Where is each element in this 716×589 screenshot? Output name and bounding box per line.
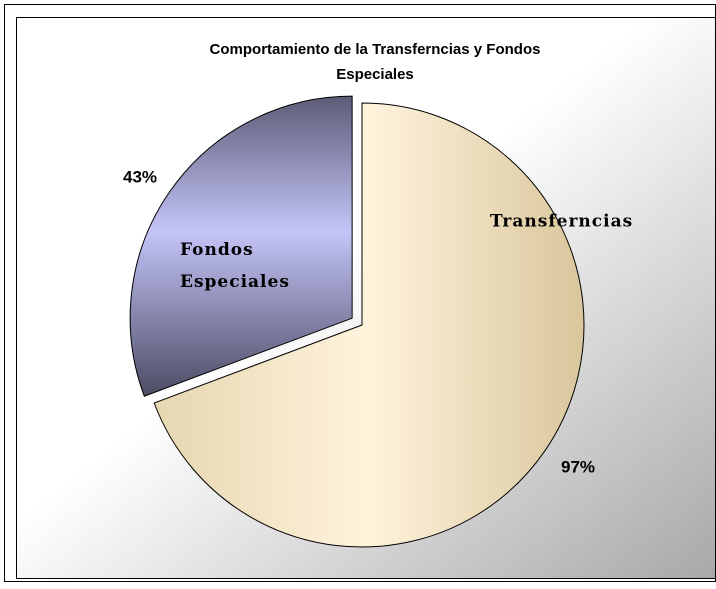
value-label: 97%: [561, 457, 595, 476]
pie-slice: [129, 95, 353, 397]
chart-title: Comportamiento de la Transferncias y Fon…: [210, 41, 541, 83]
pie-slice: [153, 102, 585, 548]
slice-label: Fondos Especiales: [180, 240, 290, 292]
slice-label: Transferncias: [490, 212, 633, 232]
value-label: 43%: [123, 167, 157, 186]
